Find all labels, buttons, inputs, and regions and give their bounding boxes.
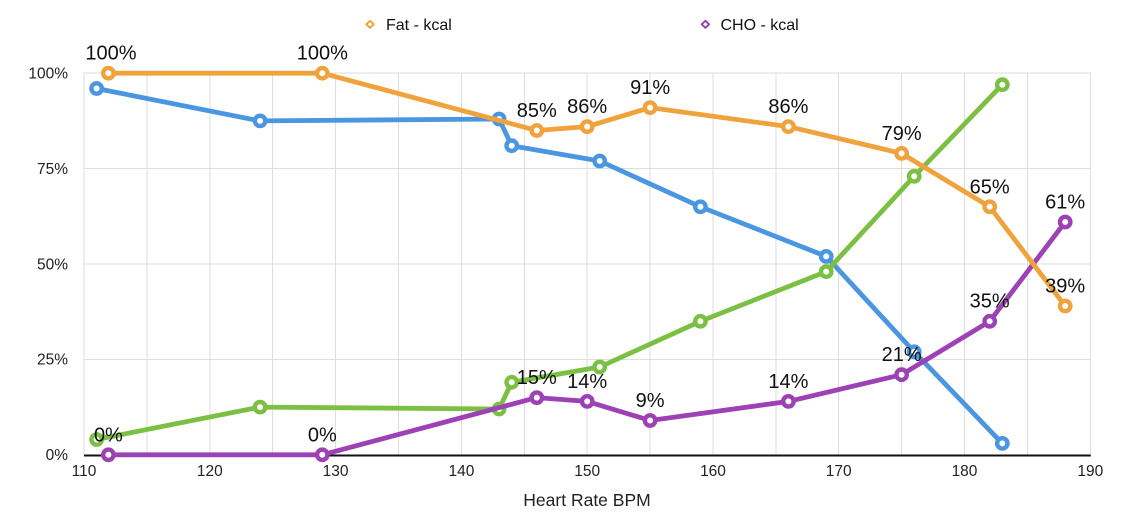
- svg-text:0%: 0%: [308, 424, 337, 446]
- svg-text:79%: 79%: [882, 123, 922, 145]
- svg-text:100%: 100%: [85, 43, 136, 65]
- svg-text:160: 160: [700, 463, 726, 480]
- svg-text:75%: 75%: [37, 161, 68, 178]
- svg-text:85%: 85%: [517, 100, 557, 122]
- svg-text:50%: 50%: [37, 256, 68, 273]
- svg-text:35%: 35%: [970, 291, 1010, 313]
- svg-text:190: 190: [1077, 463, 1103, 480]
- svg-text:21%: 21%: [882, 344, 922, 366]
- svg-text:14%: 14%: [567, 371, 607, 393]
- svg-text:130: 130: [323, 463, 349, 480]
- svg-text:86%: 86%: [768, 96, 808, 118]
- svg-text:100%: 100%: [297, 43, 348, 65]
- svg-text:180: 180: [952, 463, 978, 480]
- svg-text:61%: 61%: [1045, 192, 1085, 214]
- svg-text:0%: 0%: [94, 424, 123, 446]
- svg-text:9%: 9%: [636, 390, 665, 412]
- svg-text:100%: 100%: [28, 66, 68, 83]
- svg-text:14%: 14%: [768, 371, 808, 393]
- svg-text:15%: 15%: [517, 367, 557, 389]
- svg-text:Fat - kcal: Fat - kcal: [386, 17, 452, 34]
- svg-text:150: 150: [574, 463, 600, 480]
- svg-text:65%: 65%: [970, 176, 1010, 198]
- svg-text:170: 170: [826, 463, 852, 480]
- svg-text:140: 140: [448, 463, 474, 480]
- svg-text:91%: 91%: [630, 77, 670, 99]
- svg-text:0%: 0%: [46, 447, 69, 464]
- svg-text:120: 120: [197, 463, 223, 480]
- svg-text:25%: 25%: [37, 352, 68, 369]
- svg-text:Heart Rate BPM: Heart Rate BPM: [523, 490, 650, 510]
- svg-text:86%: 86%: [567, 96, 607, 118]
- svg-text:110: 110: [72, 463, 97, 480]
- svg-text:CHO - kcal: CHO - kcal: [721, 17, 799, 34]
- svg-text:39%: 39%: [1045, 276, 1085, 298]
